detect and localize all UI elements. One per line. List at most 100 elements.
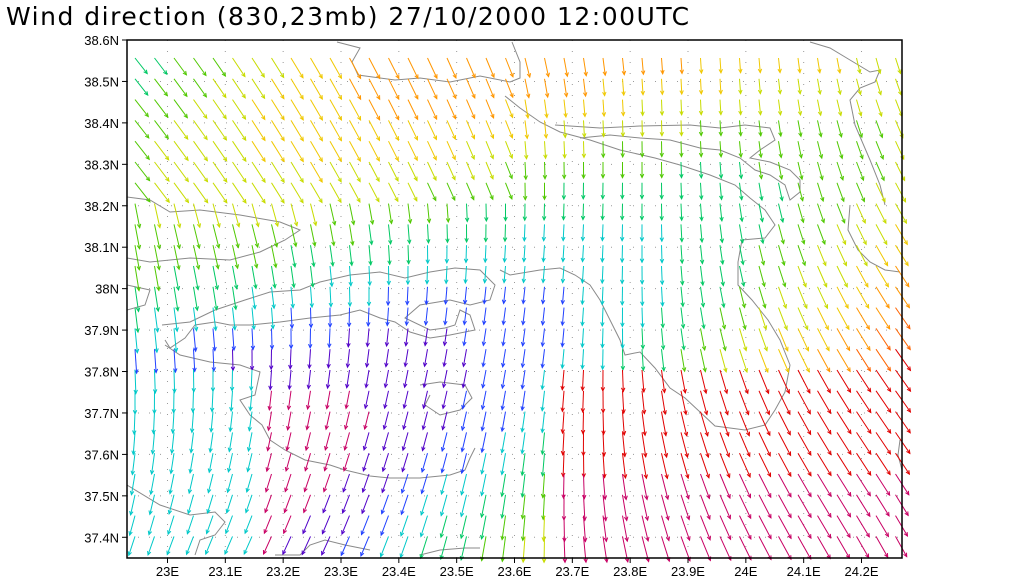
wind-arrow — [173, 265, 181, 292]
wind-arrow — [422, 349, 428, 368]
wind-arrow — [329, 120, 343, 142]
wind-arrow — [817, 120, 823, 138]
wind-arrow — [173, 140, 189, 162]
wind-arrow — [660, 307, 665, 329]
wind-arrow — [193, 245, 201, 271]
wind-arrow — [368, 203, 375, 226]
wind-arrow — [520, 494, 526, 520]
wind-arrow — [797, 494, 812, 519]
wind-arrow — [134, 78, 149, 97]
wind-arrow — [286, 411, 292, 431]
wind-arrow — [620, 265, 625, 285]
wind-arrow — [541, 245, 546, 263]
wind-arrow — [602, 494, 608, 522]
wind-arrow — [520, 390, 526, 412]
latitude-axis: 38.6N 38.5N 38.4N 38.3N 38.2N 38.1N 38N 37.9N 37… — [84, 33, 127, 545]
wind-arrow — [836, 411, 852, 435]
wind-arrow — [310, 120, 323, 142]
lat-tick-label: 37.7N — [84, 406, 119, 421]
wind-arrow — [154, 140, 170, 161]
wind-arrow — [699, 245, 705, 265]
wind-arrow — [778, 307, 788, 331]
wind-arrow — [875, 265, 889, 288]
wind-arrow — [380, 515, 389, 537]
wind-arrow — [758, 307, 768, 331]
wind-arrow — [836, 307, 850, 331]
wind-arrow — [363, 390, 370, 410]
wind-arrow — [405, 265, 411, 286]
wind-arrow — [462, 307, 467, 326]
wind-arrow — [442, 369, 448, 389]
wind-arrow — [524, 141, 529, 160]
wind-arrow — [719, 224, 725, 244]
wind-arrow — [361, 494, 370, 515]
wind-arrow — [227, 453, 233, 473]
wind-arrow — [856, 224, 867, 246]
wind-arrow — [154, 203, 162, 229]
wind-arrow — [212, 328, 217, 352]
wind-arrow — [189, 411, 195, 434]
wind-arrow — [466, 57, 476, 79]
wind-arrow — [349, 57, 362, 80]
wind-arrow — [817, 369, 831, 394]
wind-arrow — [560, 307, 565, 327]
wind-arrow — [601, 432, 607, 458]
wind-arrow — [797, 120, 803, 138]
wind-arrow — [368, 99, 381, 121]
wind-arrow — [485, 141, 494, 160]
wind-arrow — [817, 536, 831, 560]
wind-arrow — [501, 349, 506, 368]
wind-arrow — [290, 203, 299, 227]
wind-arrow — [817, 141, 824, 160]
wind-arrow — [600, 286, 605, 306]
wind-arrow — [739, 432, 751, 458]
wind-arrow — [134, 203, 142, 229]
wind-arrow — [540, 328, 545, 348]
wind-arrow — [540, 473, 546, 499]
wind-arrow — [209, 390, 215, 413]
wind-arrow — [427, 57, 438, 80]
wind-arrow — [310, 265, 315, 288]
wind-arrow — [342, 473, 350, 493]
wind-arrow — [739, 265, 746, 288]
wind-arrow — [407, 224, 412, 245]
wind-arrow — [271, 182, 285, 204]
wind-arrow — [406, 245, 411, 265]
wind-arrow — [758, 536, 772, 561]
wind-arrow — [856, 265, 869, 288]
wind-arrow — [875, 452, 891, 476]
wind-arrow — [777, 78, 783, 95]
wind-arrow — [757, 57, 763, 74]
wind-arrow — [230, 349, 236, 372]
wind-arrow — [836, 452, 852, 477]
wind-arrow — [544, 57, 550, 78]
wind-arrow — [169, 453, 175, 475]
wind-arrow — [131, 432, 136, 456]
wind-arrow — [464, 224, 469, 244]
wind-arrow — [561, 224, 566, 242]
wind-arrow — [719, 349, 728, 373]
wind-arrow — [620, 141, 625, 159]
wind-arrow — [383, 390, 389, 410]
wind-arrow — [580, 369, 585, 392]
wind-arrow — [360, 515, 370, 536]
wind-arrow — [582, 473, 587, 500]
wind-arrow — [480, 432, 487, 454]
wind-arrow — [856, 515, 870, 538]
wind-arrow — [719, 411, 730, 437]
wind-arrow — [152, 369, 158, 395]
wind-arrow — [797, 536, 812, 561]
wind-arrow — [284, 473, 292, 493]
wind-arrow — [466, 141, 475, 161]
wind-arrow — [388, 203, 394, 225]
wind-arrow — [875, 473, 891, 497]
wind-arrow — [129, 494, 136, 517]
wind-arrow — [212, 161, 228, 183]
wind-arrow — [265, 453, 272, 473]
wind-arrow — [875, 515, 890, 538]
wind-arrow — [407, 140, 418, 162]
wind-arrow — [739, 494, 752, 520]
lon-tick-label: 23.9E — [671, 564, 705, 579]
wind-arrow — [251, 140, 266, 163]
